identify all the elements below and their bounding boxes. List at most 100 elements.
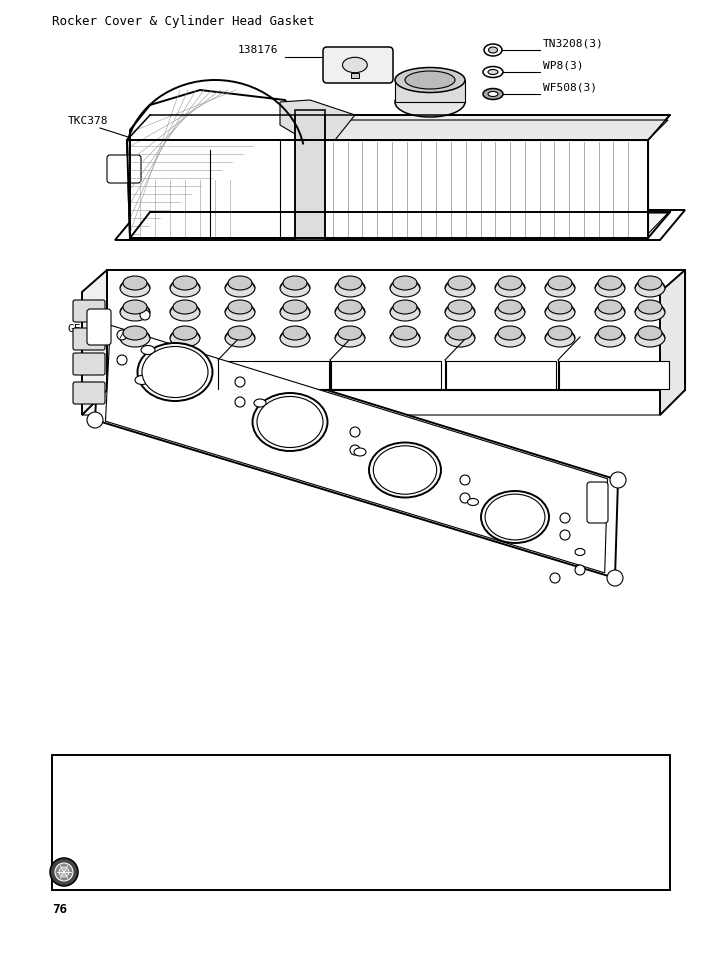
- Ellipse shape: [123, 326, 147, 340]
- Ellipse shape: [390, 303, 420, 321]
- Bar: [559, 361, 669, 389]
- Ellipse shape: [395, 67, 465, 92]
- Ellipse shape: [254, 399, 266, 407]
- Ellipse shape: [253, 393, 328, 451]
- Ellipse shape: [338, 276, 362, 290]
- Ellipse shape: [354, 448, 366, 456]
- Ellipse shape: [120, 279, 150, 297]
- Ellipse shape: [173, 300, 197, 314]
- Text: B3632/6: B3632/6: [611, 867, 658, 877]
- Ellipse shape: [495, 329, 525, 347]
- Ellipse shape: [545, 303, 575, 321]
- Ellipse shape: [283, 276, 307, 290]
- Polygon shape: [330, 120, 668, 140]
- Text: WP8(3): WP8(3): [543, 61, 583, 71]
- Circle shape: [593, 503, 603, 513]
- Ellipse shape: [638, 326, 662, 340]
- Polygon shape: [115, 210, 685, 240]
- Ellipse shape: [445, 303, 475, 321]
- Ellipse shape: [393, 300, 417, 314]
- Ellipse shape: [635, 329, 665, 347]
- Ellipse shape: [638, 276, 662, 290]
- Circle shape: [235, 397, 245, 407]
- FancyBboxPatch shape: [587, 482, 608, 523]
- Ellipse shape: [173, 326, 197, 340]
- Polygon shape: [660, 270, 685, 415]
- Ellipse shape: [228, 326, 252, 340]
- Text: WF508(3): WF508(3): [543, 83, 597, 93]
- Ellipse shape: [548, 326, 572, 340]
- Bar: [219, 361, 329, 389]
- Polygon shape: [107, 270, 685, 390]
- Polygon shape: [130, 90, 310, 238]
- Ellipse shape: [598, 326, 622, 340]
- Ellipse shape: [141, 346, 155, 354]
- Circle shape: [610, 472, 626, 488]
- Text: 138176: 138176: [238, 45, 279, 55]
- Ellipse shape: [495, 303, 525, 321]
- Ellipse shape: [485, 494, 545, 540]
- Ellipse shape: [545, 279, 575, 297]
- Ellipse shape: [280, 279, 310, 297]
- Circle shape: [460, 493, 470, 503]
- Ellipse shape: [598, 300, 622, 314]
- Ellipse shape: [498, 326, 522, 340]
- FancyBboxPatch shape: [323, 47, 393, 83]
- Ellipse shape: [390, 329, 420, 347]
- Ellipse shape: [257, 396, 323, 447]
- Ellipse shape: [595, 329, 625, 347]
- Ellipse shape: [369, 443, 441, 497]
- Text: 20-41: 20-41: [343, 867, 377, 877]
- Ellipse shape: [228, 300, 252, 314]
- Text: TN3208(3): TN3208(3): [543, 39, 604, 49]
- Ellipse shape: [575, 548, 585, 556]
- Ellipse shape: [335, 329, 365, 347]
- Circle shape: [560, 513, 570, 523]
- Ellipse shape: [280, 329, 310, 347]
- Circle shape: [59, 867, 69, 877]
- Ellipse shape: [395, 87, 465, 117]
- Polygon shape: [280, 100, 355, 140]
- FancyBboxPatch shape: [73, 382, 105, 404]
- Circle shape: [607, 570, 623, 586]
- FancyBboxPatch shape: [73, 353, 105, 375]
- Ellipse shape: [170, 303, 200, 321]
- Ellipse shape: [343, 58, 367, 73]
- Ellipse shape: [448, 300, 472, 314]
- Ellipse shape: [335, 279, 365, 297]
- Text: 1974 TR6 PI: 1974 TR6 PI: [83, 867, 157, 877]
- Text: Rocker Cover & Cylinder Head Gasket: Rocker Cover & Cylinder Head Gasket: [52, 15, 315, 28]
- Ellipse shape: [498, 276, 522, 290]
- Ellipse shape: [225, 329, 255, 347]
- Circle shape: [350, 427, 360, 437]
- Text: GEG413: GEG413: [68, 324, 109, 334]
- Text: GEG387: GEG387: [465, 448, 505, 458]
- Ellipse shape: [595, 303, 625, 321]
- Polygon shape: [130, 213, 668, 237]
- Polygon shape: [127, 140, 648, 238]
- Bar: [295, 110, 325, 240]
- Ellipse shape: [283, 300, 307, 314]
- Ellipse shape: [445, 329, 475, 347]
- Ellipse shape: [481, 491, 549, 543]
- Ellipse shape: [373, 445, 436, 494]
- Bar: [331, 361, 441, 389]
- FancyBboxPatch shape: [73, 328, 105, 350]
- Bar: [107, 270, 685, 390]
- Circle shape: [550, 573, 560, 583]
- Ellipse shape: [228, 276, 252, 290]
- Ellipse shape: [120, 303, 150, 321]
- Ellipse shape: [390, 279, 420, 297]
- Ellipse shape: [405, 71, 455, 89]
- Circle shape: [460, 475, 470, 485]
- Ellipse shape: [548, 276, 572, 290]
- Ellipse shape: [495, 279, 525, 297]
- Ellipse shape: [635, 279, 665, 297]
- Text: 76: 76: [52, 903, 67, 916]
- Ellipse shape: [445, 279, 475, 297]
- Polygon shape: [395, 80, 465, 102]
- Ellipse shape: [338, 300, 362, 314]
- Circle shape: [92, 312, 108, 328]
- Ellipse shape: [338, 326, 362, 340]
- Circle shape: [235, 377, 245, 387]
